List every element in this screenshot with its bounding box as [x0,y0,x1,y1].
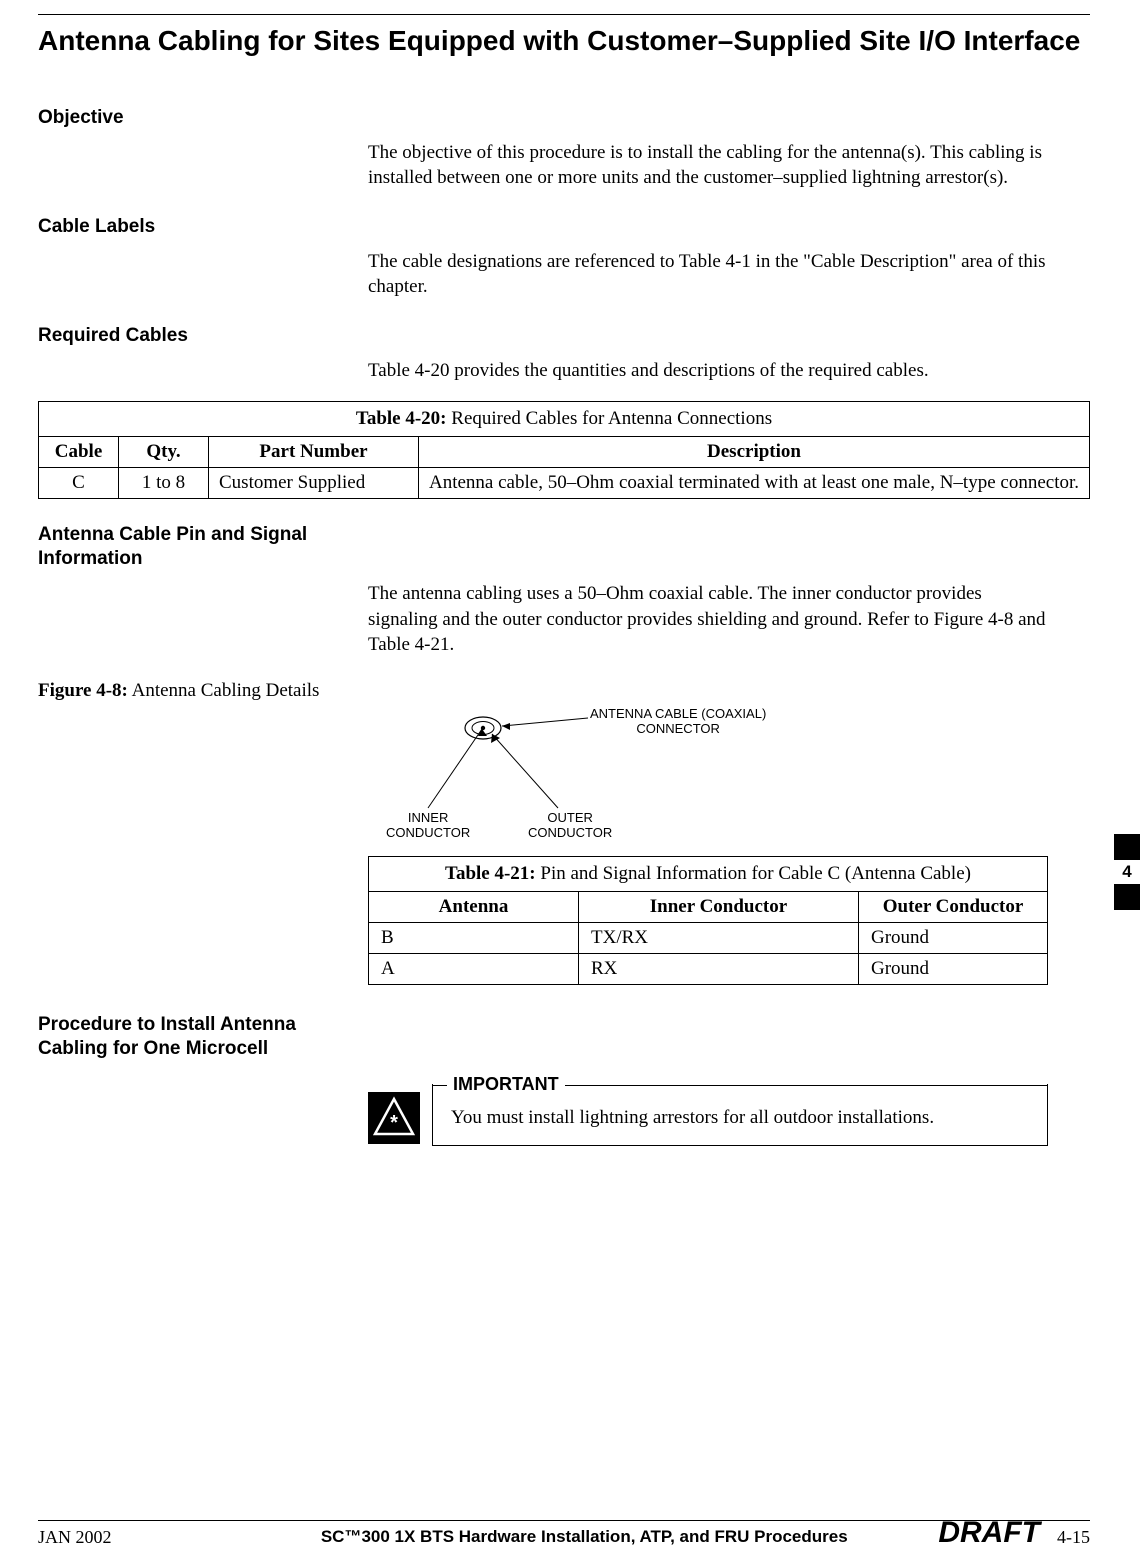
table-4-20-h2: Part Number [209,437,419,468]
table-4-21-r0c2: Ground [859,922,1048,953]
heading-required-cables: Required Cables [38,324,358,348]
table-4-20-r0c3: Antenna cable, 50–Ohm coaxial terminated… [419,468,1090,499]
table-4-20-caption-prefix: Table 4-20: [356,408,447,429]
page-footer: JAN 2002 SC™300 1X BTS Hardware Installa… [38,1520,1090,1548]
table-4-20: Table 4-20: Required Cables for Antenna … [38,401,1090,499]
svg-text:*: * [390,1112,398,1134]
text-pin-signal: The antenna cabling uses a 50–Ohm coaxia… [368,581,1048,658]
footer-page-number: 4-15 [1057,1527,1090,1548]
important-label: IMPORTANT [447,1073,565,1096]
table-4-20-header-row: Cable Qty. Part Number Description [39,437,1090,468]
table-row: C 1 to 8 Customer Supplied Antenna cable… [39,468,1090,499]
chapter-tab-number: 4 [1114,860,1140,884]
table-4-20-h1: Qty. [119,437,209,468]
table-4-21-caption-prefix: Table 4-21: [445,863,536,884]
important-text: You must install lightning arrestors for… [451,1107,934,1128]
figure-4-8-caption-rest: Antenna Cabling Details [128,680,320,701]
table-4-21-r0c0: B [369,922,579,953]
heading-cable-labels: Cable Labels [38,215,358,239]
table-4-20-r0c1: 1 to 8 [119,468,209,499]
important-icon: * [368,1092,420,1144]
table-4-20-h3: Description [419,437,1090,468]
heading-procedure: Procedure to Install Antenna Cabling for… [38,1013,358,1061]
table-4-21-h0: Antenna [369,891,579,922]
table-row: A RX Ground [369,953,1048,984]
table-4-20-caption-rest: Required Cables for Antenna Connections [447,408,773,429]
page-title: Antenna Cabling for Sites Equipped with … [38,23,1090,58]
heading-objective: Objective [38,106,358,130]
footer-date: JAN 2002 [38,1527,112,1548]
table-4-21-caption-rest: Pin and Signal Information for Cable C (… [536,863,971,884]
draft-watermark: DRAFT [938,1516,1040,1550]
chapter-tab: 4 [1114,834,1140,910]
text-cable-labels: The cable designations are referenced to… [368,249,1048,300]
figure-label-outer: OUTERCONDUCTOR [528,810,612,841]
table-4-21-r0c1: TX/RX [579,922,859,953]
table-row: B TX/RX Ground [369,922,1048,953]
text-required-cables: Table 4-20 provides the quantities and d… [368,358,1048,384]
figure-label-inner: INNERCONDUCTOR [386,810,470,841]
table-4-21: Table 4-21: Pin and Signal Information f… [368,856,1048,985]
important-callout: * IMPORTANT You must install lightning a… [368,1084,1048,1146]
figure-4-8-caption-prefix: Figure 4-8: [38,680,128,701]
table-4-21-r1c2: Ground [859,953,1048,984]
table-4-20-h0: Cable [39,437,119,468]
text-objective: The objective of this procedure is to in… [368,140,1048,191]
figure-4-8: ANTENNA CABLE (COAXIAL)CONNECTOR INNERCO… [368,706,1090,856]
table-4-21-h2: Outer Conductor [859,891,1048,922]
figure-4-8-caption: Figure 4-8: Antenna Cabling Details [38,680,1090,702]
table-4-20-r0c2: Customer Supplied [209,468,419,499]
footer-title: SC™300 1X BTS Hardware Installation, ATP… [112,1527,1057,1547]
heading-pin-signal: Antenna Cable Pin and Signal Information [38,523,358,571]
table-4-21-h1: Inner Conductor [579,891,859,922]
table-4-21-r1c0: A [369,953,579,984]
figure-label-antenna-cable: ANTENNA CABLE (COAXIAL)CONNECTOR [590,706,766,737]
table-4-21-r1c1: RX [579,953,859,984]
table-4-20-r0c0: C [39,468,119,499]
table-4-21-header-row: Antenna Inner Conductor Outer Conductor [369,891,1048,922]
